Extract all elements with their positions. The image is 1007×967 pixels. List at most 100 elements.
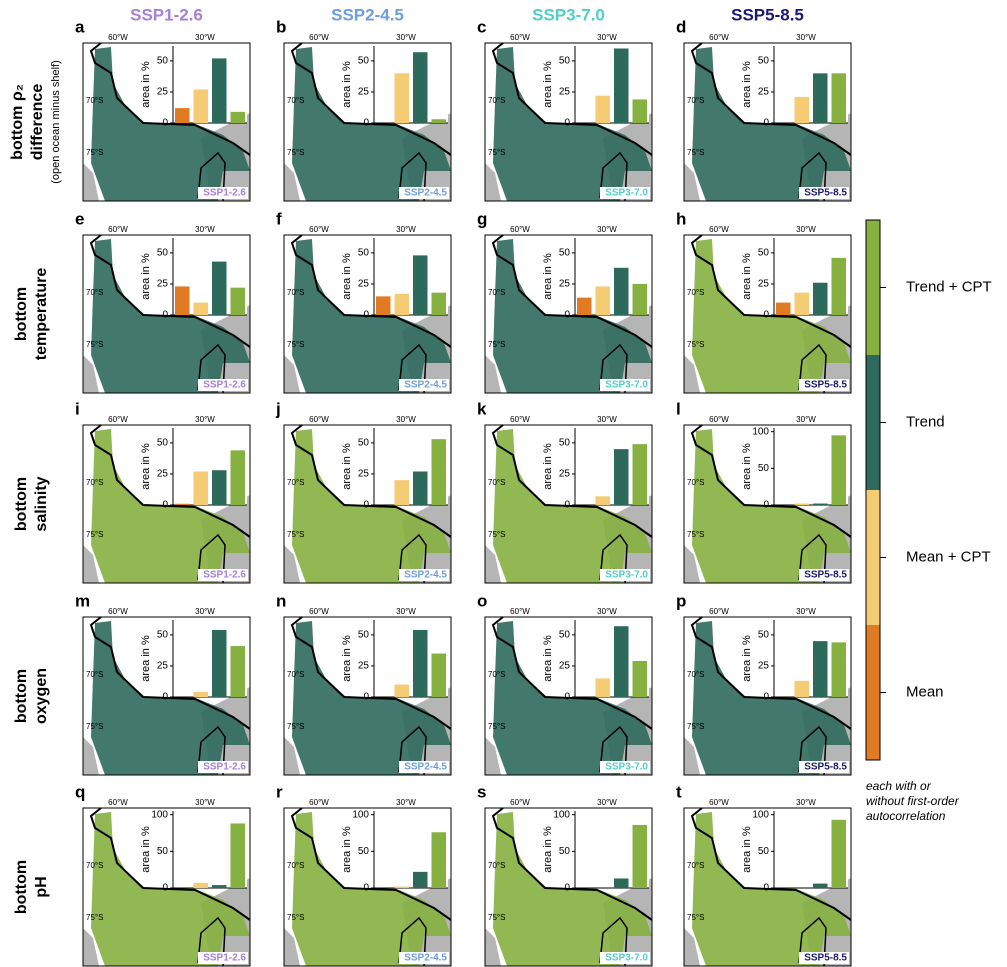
bar	[831, 435, 846, 505]
map-frame	[82, 807, 251, 967]
y-tick-label: 100	[352, 809, 369, 820]
shelf-break	[89, 807, 251, 921]
y-tick-label: 25	[358, 661, 370, 672]
y-tick-label: 0	[363, 310, 369, 321]
scenario-label: SSP3-7.0	[605, 188, 648, 199]
bar	[831, 257, 846, 315]
map-frame	[484, 424, 653, 584]
scenario-label: SSP2-4.5	[404, 762, 447, 773]
bar	[212, 629, 227, 697]
panel-letter: k	[477, 399, 487, 418]
lon-label: 60°W	[309, 33, 329, 42]
y-tick-label: 0	[763, 883, 769, 894]
y-tick-label: 0	[363, 118, 369, 129]
lat-label: 75°S	[287, 722, 304, 731]
shelf-break	[690, 616, 852, 730]
y-tick-label: 25	[157, 87, 169, 98]
y-axis-label: area in %	[542, 253, 554, 300]
bar	[212, 470, 227, 505]
trough	[599, 343, 628, 394]
lon-label: 30°W	[796, 798, 816, 807]
map-frame	[683, 234, 852, 394]
scenario-label: SSP1-2.6	[203, 570, 246, 581]
lon-label: 30°W	[597, 798, 617, 807]
scenario-box	[799, 952, 849, 964]
lon-label: 60°W	[709, 798, 729, 807]
y-tick-label: 50	[157, 846, 169, 857]
legend-note: without first-order	[866, 794, 960, 808]
y-axis-label: area in %	[542, 61, 554, 108]
lat-label: 75°S	[687, 722, 704, 731]
map-frame	[82, 234, 251, 394]
scenario-label: SSP3-7.0	[605, 570, 648, 581]
bar	[413, 471, 428, 505]
lat-label: 75°S	[488, 148, 505, 157]
y-tick-label: 100	[752, 809, 769, 820]
y-tick-label: 50	[559, 846, 571, 857]
bar	[212, 885, 227, 888]
scenario-box	[399, 379, 449, 391]
panel-letter: j	[275, 399, 281, 418]
lon-label: 60°W	[309, 225, 329, 234]
panel: b 60°W 30°W 70°S 75°S SSP2-4.5 0 25 50 area in %	[276, 17, 452, 202]
lon-label: 30°W	[597, 225, 617, 234]
y-tick-label: 50	[358, 248, 370, 259]
y-tick-label: 100	[553, 809, 570, 820]
y-axis-label: area in %	[542, 635, 554, 682]
scenario-box	[399, 761, 449, 773]
bar	[212, 261, 227, 315]
scenario-label: SSP3-7.0	[605, 762, 648, 773]
shelf-break	[690, 424, 852, 538]
legend-swatch	[866, 625, 880, 760]
y-tick-label: 0	[564, 883, 570, 894]
legend-label: Trend + CPT	[906, 278, 992, 295]
y-axis-label: area in %	[140, 61, 152, 108]
lon-label: 60°W	[709, 415, 729, 424]
shelf-break	[290, 42, 452, 156]
bar	[614, 449, 629, 505]
lon-label: 30°W	[396, 33, 416, 42]
legend-label: Mean	[906, 683, 944, 700]
y-tick-label: 50	[758, 846, 770, 857]
y-tick-label: 25	[758, 87, 770, 98]
legend-label: Trend	[906, 413, 945, 430]
y-tick-label: 50	[358, 438, 370, 449]
bar	[413, 52, 428, 123]
shelf-break	[89, 234, 251, 348]
y-tick-label: 100	[151, 809, 168, 820]
y-tick-label: 0	[363, 500, 369, 511]
y-axis-label: area in %	[542, 826, 554, 873]
scenario-box	[799, 379, 849, 391]
lon-label: 60°W	[709, 225, 729, 234]
scenario-box	[198, 187, 248, 199]
trough	[197, 533, 226, 584]
lon-label: 60°W	[709, 607, 729, 616]
panel-letter: i	[75, 399, 80, 418]
bar	[376, 296, 391, 315]
bar	[394, 886, 409, 888]
bar	[794, 503, 809, 505]
shelf-break	[290, 424, 452, 538]
lon-label: 60°W	[309, 798, 329, 807]
lat-label: 70°S	[86, 478, 103, 487]
map-frame	[283, 42, 452, 202]
panel: c 60°W 30°W 70°S 75°S SSP3-7.0 0 25 50 area in %	[477, 17, 653, 202]
lon-label: 60°W	[510, 607, 530, 616]
bar	[175, 108, 190, 123]
bar	[394, 480, 409, 505]
lon-label: 30°W	[396, 415, 416, 424]
map-frame	[484, 807, 653, 967]
shelf-break	[290, 234, 452, 348]
y-tick-label: 0	[162, 883, 168, 894]
y-tick-label: 25	[559, 661, 571, 672]
shelf-break	[690, 807, 852, 921]
map-frame	[683, 424, 852, 584]
lat-label: 70°S	[287, 670, 304, 679]
y-axis-label: area in %	[341, 253, 353, 300]
y-axis-label: area in %	[741, 443, 753, 490]
scenario-label: SSP3-7.0	[605, 953, 648, 964]
y-tick-label: 50	[157, 56, 169, 67]
scenario-label: SSP2-4.5	[404, 953, 447, 964]
inset-background	[374, 46, 448, 123]
trough	[398, 533, 427, 584]
